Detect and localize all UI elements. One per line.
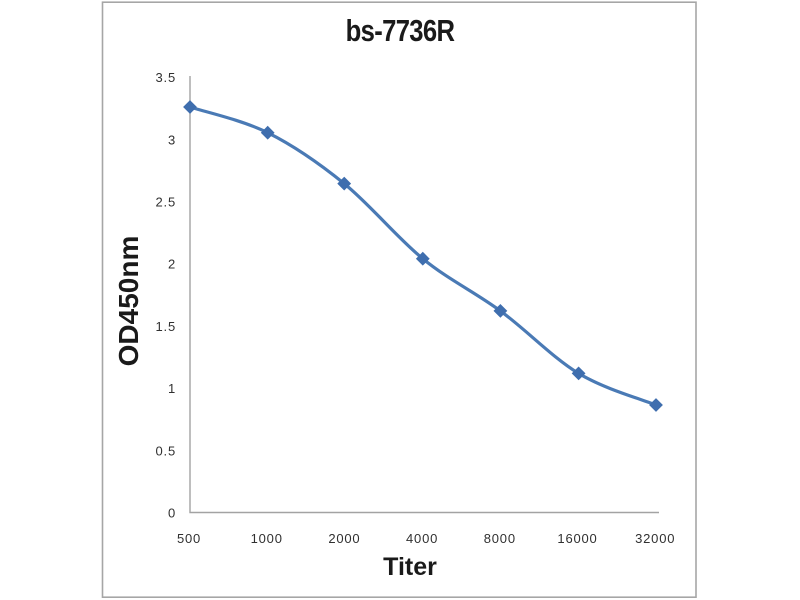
svg-text:1000: 1000 xyxy=(251,531,283,546)
svg-text:2: 2 xyxy=(168,257,176,272)
svg-text:1: 1 xyxy=(168,381,176,396)
svg-text:3.5: 3.5 xyxy=(156,70,176,85)
svg-text:32000: 32000 xyxy=(635,531,675,546)
svg-text:0.5: 0.5 xyxy=(156,443,176,458)
svg-text:8000: 8000 xyxy=(484,531,516,546)
svg-text:4000: 4000 xyxy=(406,531,438,546)
svg-text:16000: 16000 xyxy=(557,531,597,546)
svg-text:bs-7736R: bs-7736R xyxy=(346,14,455,47)
svg-text:Titer: Titer xyxy=(383,553,437,581)
svg-text:2000: 2000 xyxy=(328,531,360,546)
svg-text:2.5: 2.5 xyxy=(156,195,176,210)
svg-text:OD450nm: OD450nm xyxy=(113,236,144,367)
svg-text:3: 3 xyxy=(168,132,176,147)
svg-text:1.5: 1.5 xyxy=(156,319,176,334)
svg-text:500: 500 xyxy=(177,531,201,546)
svg-text:0: 0 xyxy=(168,506,176,521)
